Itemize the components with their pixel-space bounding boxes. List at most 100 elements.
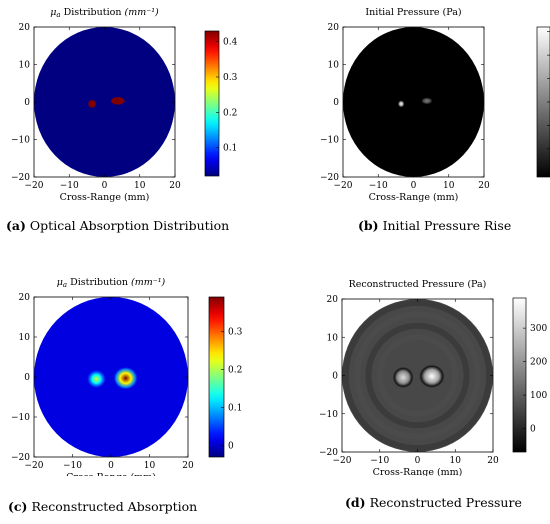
panel-c-letter: (c) [8, 499, 28, 514]
panel-b-y-tick-label: −10 [320, 136, 339, 146]
panel-b-y-tick-label: 20 [328, 23, 340, 33]
panel-c-y-tick-label: −10 [11, 413, 30, 423]
panel-d-y-tick-label: −20 [319, 448, 338, 458]
panel-a-y-tick-label: 20 [19, 23, 31, 33]
panel-a-y-tick-label: −10 [11, 136, 30, 146]
panel-a-x-tick-label: 20 [169, 181, 181, 191]
panel-a-x-tick-label: 0 [102, 181, 108, 191]
panel-c-y-tick-label: 20 [19, 293, 31, 303]
panel-d-y-tick-label: 0 [332, 372, 338, 382]
panel-d-x-tick-label: 10 [450, 456, 462, 466]
panel-a-letter: (a) [6, 218, 26, 233]
panel-b-caption: (b) Initial Pressure Rise [358, 218, 511, 233]
panel-b-x-tick-label: 0 [411, 181, 417, 191]
panel-a-colorbar-tick-label: 0.2 [223, 108, 237, 118]
panel-b-x-axis-label: Cross-Range (mm) [369, 192, 459, 203]
panel-c-colorbar-tick-label: 0.1 [228, 403, 242, 413]
panel-a-y-tick-label: 0 [24, 98, 30, 108]
panel-d-caption-text: Reconstructed Pressure [369, 495, 522, 510]
panel-d-inclusion [418, 364, 446, 389]
panel-d-caption: (d) Reconstructed Pressure [345, 495, 522, 510]
panel-c-caption: (c) Reconstructed Absorption [8, 499, 197, 514]
panel-c-colorbar-tick-label: 0.2 [228, 365, 242, 375]
panel-b-y-tick-label: 0 [333, 98, 339, 108]
panel-c-colorbar-tick-label: 0.3 [228, 327, 243, 337]
panel-a-heatmap: μa Distribution (mm⁻¹) −20 −10 0 10 20 20 10 0 −1… [11, 7, 238, 203]
panel-d-colorbar-tick-label: 300 [530, 324, 547, 334]
panel-b-x-tick-label: 10 [443, 181, 455, 191]
panel-d-artifact-ring [376, 334, 459, 417]
panel-a-y-tick-label: 10 [19, 61, 31, 71]
panel-a-colorbar-tick-label: 0.3 [223, 73, 238, 83]
panel-b-inclusion [397, 100, 405, 108]
panel-a-caption: (a) Optical Absorption Distribution [6, 218, 229, 233]
panel-c-x-tick-label: 10 [144, 461, 156, 471]
panel-a-title: μa Distribution (mm⁻¹) [50, 7, 159, 19]
panel-a-colorbar [204, 30, 220, 177]
panel-a-colorbar-tick-label: 0.4 [223, 38, 238, 48]
panel-b-y-tick-label: 10 [328, 61, 340, 71]
panel-b-heatmap: Initial Pressure (Pa) −20 −10 0 10 20 20 10 0 −10… [320, 7, 550, 203]
panel-c-inclusion [86, 369, 107, 389]
panel-d-colorbar-tick-label: 200 [530, 358, 547, 368]
panel-a-field-of-view [34, 27, 175, 177]
panel-d-colorbar-tick-label: 100 [530, 391, 547, 401]
panel-c-title-sub: a [63, 281, 67, 289]
panel-d-x-tick-label: −20 [333, 456, 352, 466]
panel-d-y-tick-label: 10 [327, 333, 339, 343]
panel-d-x-tick-label: 20 [487, 456, 499, 466]
panel-c-heatmap: μa Distribution (mm⁻¹) −20 −10 0 10 20 20 10 0 −1… [11, 277, 243, 476]
panel-a-x-tick-label: 10 [134, 181, 146, 191]
panel-c-y-tick-label: 10 [19, 333, 31, 343]
panel-b-letter: (b) [358, 218, 379, 233]
panel-d-x-axis-label: Cross-Range (mm) [373, 467, 463, 476]
panel-a-title-symbol: μ [50, 7, 56, 18]
panel-d-title: Reconstructed Pressure (Pa) [349, 279, 487, 290]
panel-b-colorbar [536, 26, 550, 178]
panel-c-field-of-view [34, 297, 188, 457]
panel-d-heatmap: Reconstructed Pressure (Pa) −20 −10 0 10 20 20… [319, 279, 547, 476]
panel-b-field-of-view [343, 27, 484, 177]
panel-a-inclusion [111, 97, 125, 105]
panel-c-y-tick-label: −20 [11, 453, 30, 463]
panel-d-inclusion [392, 366, 415, 389]
panel-b-y-tick-label: −20 [320, 173, 339, 183]
panel-d-colorbar-tick-label: 0 [530, 425, 536, 435]
panel-a-colorbar-tick-label: 0.1 [223, 144, 237, 154]
panel-a-title-unit: (mm⁻¹) [124, 7, 159, 18]
panel-d-artifact-ring [365, 322, 470, 429]
panel-d-artifact-ring [342, 299, 493, 452]
panel-c-x-axis-label: Cross-Range (mm) [66, 472, 156, 476]
panel-d-colorbar [512, 297, 527, 453]
panel-d-letter: (d) [345, 495, 366, 510]
panel-c-colorbar [208, 296, 225, 458]
panel-d-field-of-view [342, 299, 493, 452]
panel-a-title-text: Distribution [61, 7, 125, 18]
panel-b-inclusion [421, 97, 433, 105]
panel-d-x-tick-label: 0 [415, 456, 421, 466]
panel-c-inclusion [113, 366, 138, 390]
panel-c-x-tick-label: 20 [182, 461, 194, 471]
panel-c-caption-text: Reconstructed Absorption [31, 499, 198, 514]
panel-a-inclusion [88, 100, 97, 108]
panel-b-x-tick-label: −20 [334, 181, 353, 191]
panel-b-x-tick-label: −10 [369, 181, 388, 191]
panel-b-x-tick-label: 20 [478, 181, 490, 191]
panel-c-x-tick-label: −10 [63, 461, 82, 471]
panel-a-title-sub: a [56, 11, 60, 19]
panel-c-title-symbol: μ [57, 277, 63, 288]
panel-c-x-tick-label: 0 [108, 461, 114, 471]
panel-b-title: Initial Pressure (Pa) [365, 7, 461, 18]
panel-c-colorbar-tick-label: 0 [228, 442, 234, 452]
panel-c-title: μa Distribution (mm⁻¹) [57, 277, 166, 289]
panel-d-y-tick-label: 20 [327, 295, 339, 305]
panel-a-x-tick-label: −20 [25, 181, 44, 191]
panel-a-x-tick-label: −10 [60, 181, 79, 191]
panel-d-x-tick-label: −10 [370, 456, 389, 466]
panel-c-y-tick-label: 0 [24, 373, 30, 383]
panel-b-caption-text: Initial Pressure Rise [382, 218, 512, 233]
panel-c-x-tick-label: −20 [25, 461, 44, 471]
panel-a-y-tick-label: −20 [11, 173, 30, 183]
panel-c-title-text: Distribution [67, 277, 131, 288]
panel-d-y-tick-label: −10 [319, 410, 338, 420]
